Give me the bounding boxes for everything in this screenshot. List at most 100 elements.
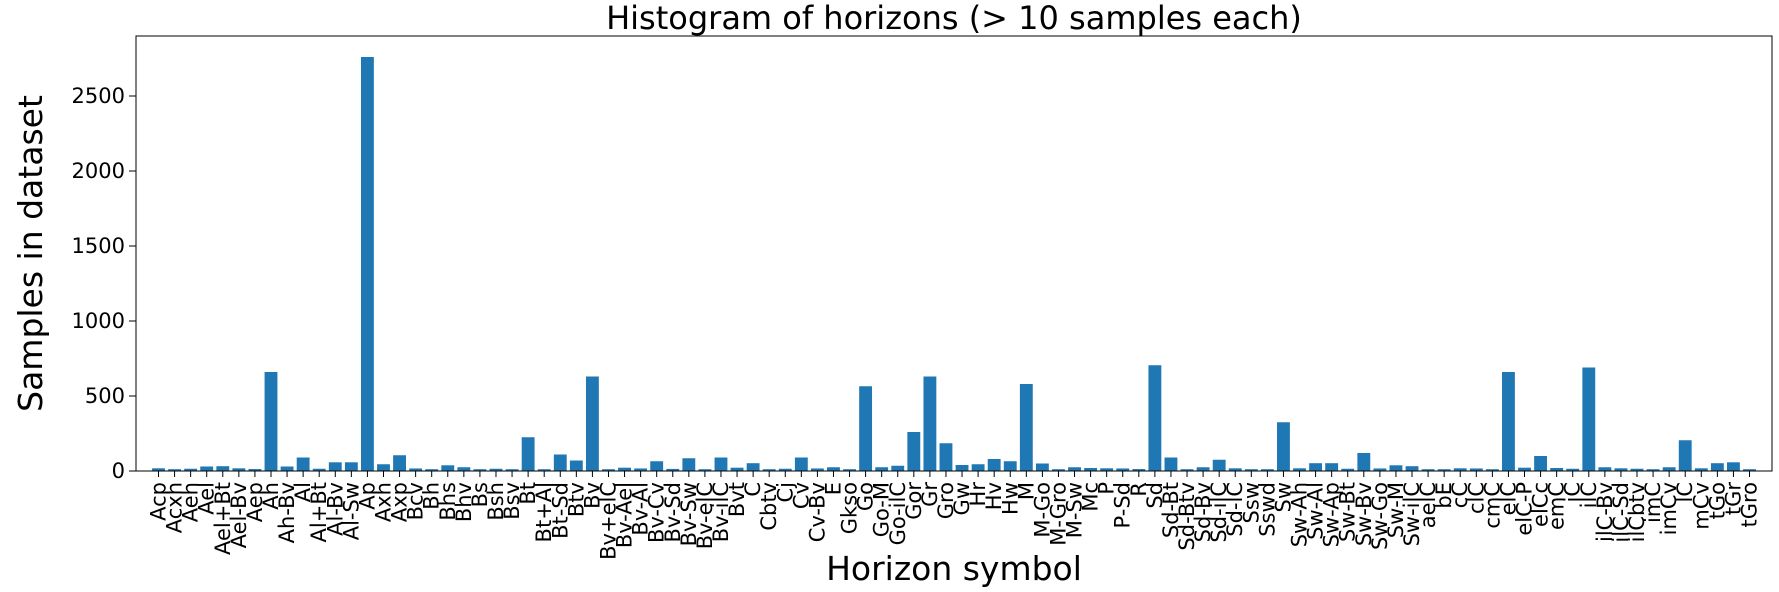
x-tick-label: Bsv xyxy=(500,482,524,520)
x-tick-label: Bv-Sd xyxy=(661,482,685,543)
bar-Axp xyxy=(393,455,406,471)
x-tick-label: Acp xyxy=(147,482,171,521)
x-tick-label: M xyxy=(1014,482,1038,500)
bar-Sw-Ap xyxy=(1325,463,1339,471)
bar-mCv xyxy=(1694,468,1708,471)
bar-Cv xyxy=(794,457,808,471)
bar-elC-P xyxy=(1518,467,1531,471)
bar-Bv+elC xyxy=(602,469,615,471)
bar-R xyxy=(1132,469,1146,471)
bar-Bh xyxy=(425,469,439,471)
x-tick-label: Sw xyxy=(1271,482,1295,513)
bar-ilC-Bv xyxy=(1598,467,1612,471)
bar-lC xyxy=(1678,440,1692,471)
x-tick-label: aelC xyxy=(1416,482,1440,528)
bar-bE xyxy=(1437,469,1451,471)
x-tick-label: Al xyxy=(291,482,315,502)
bar-Bv-Cv xyxy=(650,461,664,471)
bar-Sw-Al xyxy=(1309,463,1323,471)
bar-Sw-M xyxy=(1389,465,1403,471)
x-tick-label: Bv-ilC xyxy=(709,482,733,542)
x-tick-label: Aep xyxy=(243,482,267,522)
x-tick-label: cmC xyxy=(1480,482,1504,529)
x-tick-label: ilC-Sd xyxy=(1609,482,1633,543)
bar-Hw xyxy=(1003,461,1017,471)
bar-Sw-Bv xyxy=(1357,453,1371,471)
x-tick-label: Cj xyxy=(773,482,797,503)
bar-Bhv xyxy=(457,467,471,471)
x-tick-label: Gro xyxy=(934,482,958,519)
bar-Sw-Ah xyxy=(1293,468,1306,471)
bar-Acxh xyxy=(168,469,181,471)
bar-tGro xyxy=(1743,469,1756,471)
bar-Sd xyxy=(1148,365,1162,471)
x-tick-label: Sw-Ap xyxy=(1320,482,1344,547)
x-tick-label: imCv xyxy=(1657,482,1681,535)
bar-Sw-Go xyxy=(1373,468,1387,471)
y-tick-label: 1000 xyxy=(72,309,125,333)
x-tick-label: Bv+elC xyxy=(596,482,620,560)
x-tick-label: Hv xyxy=(982,482,1006,510)
x-tick-label: Aeh xyxy=(179,482,203,522)
x-tick-label: Bv-Cv xyxy=(645,482,669,543)
x-tick-label: Bv-Al xyxy=(629,482,653,536)
x-tick-label: Sw-Bv xyxy=(1352,482,1376,546)
bar-Ap xyxy=(360,57,374,471)
x-tick-label: tGr xyxy=(1721,482,1745,516)
x-tick-label: M-Sw xyxy=(1063,482,1087,538)
bar-M-Gro xyxy=(1052,469,1065,471)
y-axis-ticks: 0 500 1000 1500 2000 2500 xyxy=(72,84,136,483)
bar-Sd-lC xyxy=(1228,468,1242,471)
bar-imC xyxy=(1646,469,1660,471)
x-tick-label: Bv-elC xyxy=(693,482,717,549)
bar-Bv-Sw xyxy=(682,458,696,471)
bar-Ah-Bv xyxy=(280,466,294,471)
bar-Bv-Al xyxy=(634,468,648,471)
x-tick-label: Bt xyxy=(516,482,540,505)
bar-Bsh xyxy=(489,468,503,471)
x-tick-label: Hr xyxy=(966,482,990,507)
x-tick-label: P-Sd xyxy=(1111,482,1135,528)
bar-Sd-Bt xyxy=(1164,457,1178,471)
bars-group xyxy=(152,57,1756,471)
x-tick-label: Sd-ilC xyxy=(1207,482,1231,543)
x-tick-label: Ap xyxy=(355,482,379,510)
x-axis-ticks: AcpAcxhAehAelAel+BtAel-BvAepAhAh-BvAlAl+… xyxy=(147,471,1762,560)
x-tick-label: Sd-Bv xyxy=(1191,482,1215,542)
bar-cC xyxy=(1453,468,1467,471)
bar-ilC xyxy=(1582,367,1596,471)
x-tick-label: ilCbtv xyxy=(1625,482,1649,542)
bar-tGr xyxy=(1727,462,1740,471)
bar-Sd-ilC xyxy=(1212,459,1226,471)
x-tick-label: Bv-Sw xyxy=(677,482,701,546)
x-tick-label: Bhs xyxy=(436,482,460,521)
bar-Gor xyxy=(907,432,921,471)
bar-Al+Bt xyxy=(312,468,326,471)
x-tick-label: Axh xyxy=(371,482,395,522)
bar-Bv-Sd xyxy=(666,468,680,471)
x-tick-label: Sw-Go xyxy=(1368,482,1392,550)
x-tick-label: bE xyxy=(1432,482,1456,509)
x-tick-label: Al-Bv xyxy=(323,482,347,536)
bar-Ael+Bt xyxy=(216,466,230,471)
x-tick-label: Sd xyxy=(1143,482,1167,509)
y-tick-label: 1500 xyxy=(72,234,125,258)
bar-Sd-Bv xyxy=(1196,467,1210,471)
bar-Bs xyxy=(473,469,487,471)
x-tick-label: Bt+Al xyxy=(532,482,556,542)
bar-P-Sd xyxy=(1116,468,1130,471)
x-tick-label: Sw-ilC xyxy=(1400,482,1424,546)
bar-Bv xyxy=(585,376,599,471)
x-tick-label: Cv xyxy=(789,482,813,509)
bar-Bcv xyxy=(409,468,423,471)
x-tick-label: Cbtv xyxy=(757,482,781,531)
bar-Bt xyxy=(521,437,535,471)
x-tick-label: Acxh xyxy=(163,482,187,533)
x-tick-label: Gkso xyxy=(838,482,862,534)
x-tick-label: mCv xyxy=(1689,482,1713,530)
x-tick-label: ilC-Bv xyxy=(1593,482,1617,542)
bar-iC xyxy=(1566,468,1580,471)
bar-ilCbtv xyxy=(1630,468,1644,471)
x-tick-label: M-Gro xyxy=(1046,482,1070,546)
